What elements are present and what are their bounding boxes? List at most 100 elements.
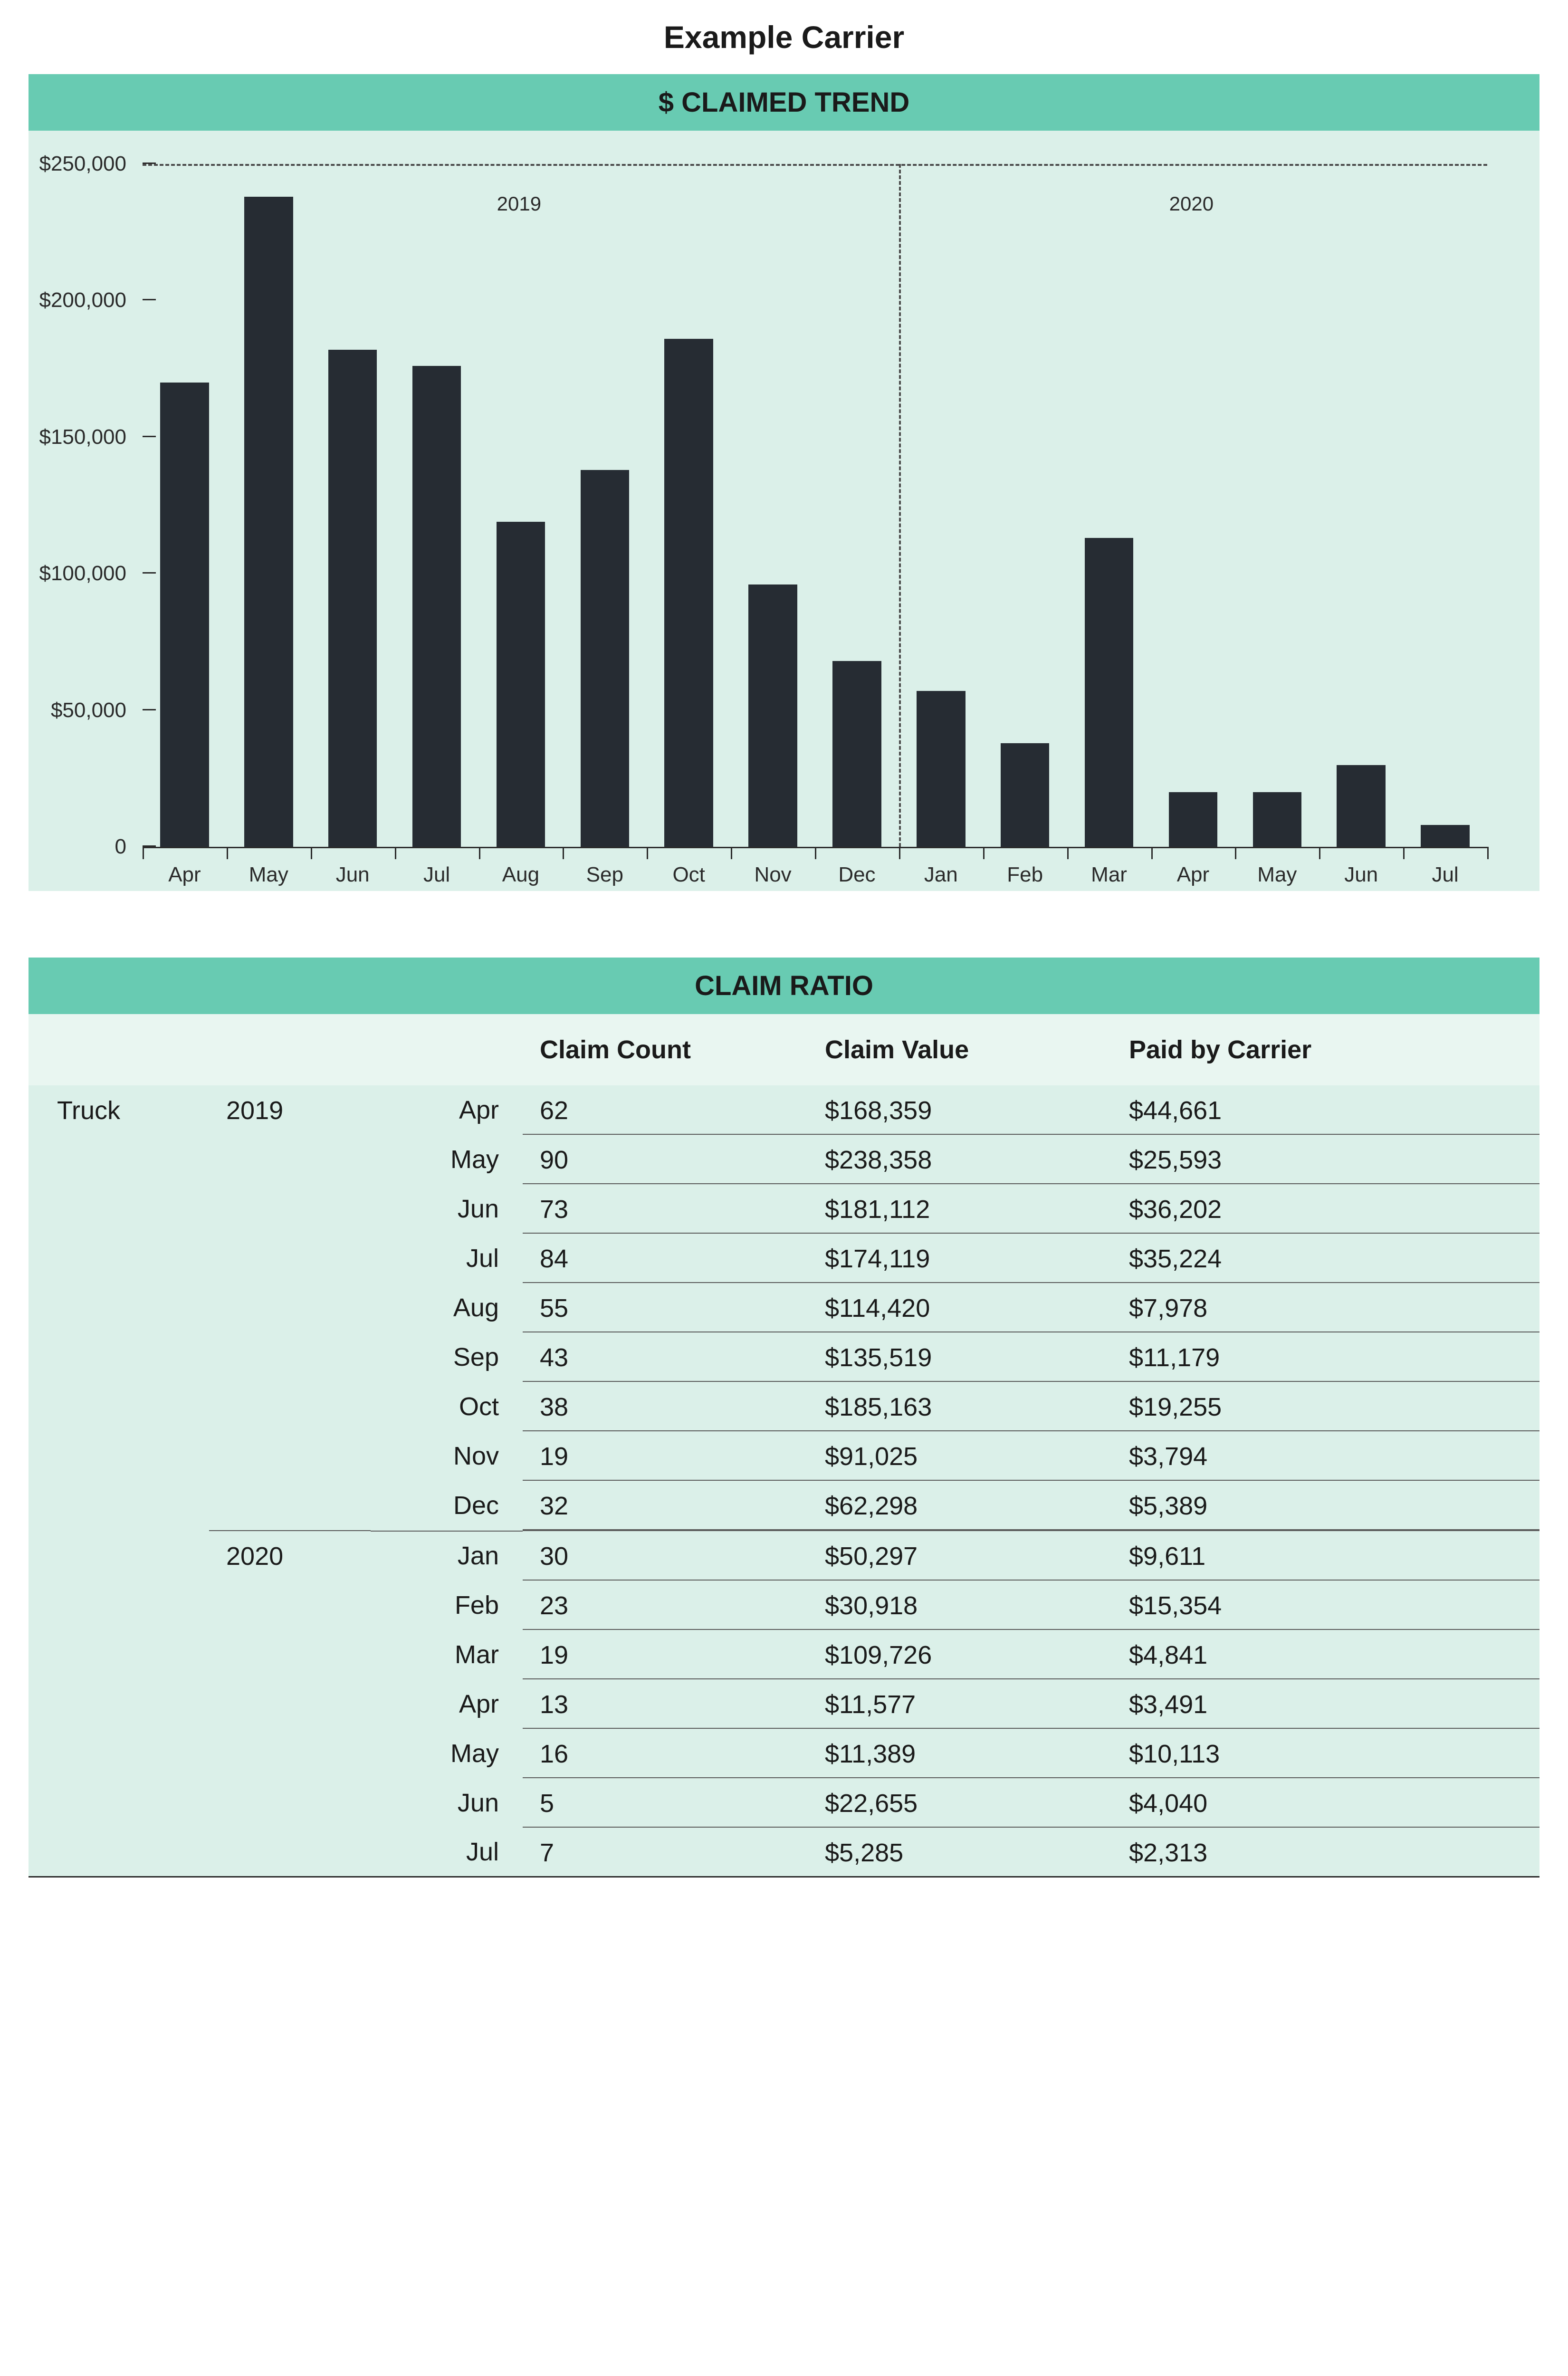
cell-claim-count: 90	[523, 1135, 808, 1184]
chart-bar	[581, 470, 630, 847]
cell-year	[209, 1828, 371, 1878]
x-axis-label: Jun	[1344, 863, 1378, 887]
chart-bar	[244, 197, 293, 847]
x-tick	[1403, 847, 1405, 859]
cell-claim-count: 32	[523, 1481, 808, 1530]
y-axis-label: $150,000	[39, 425, 126, 449]
cell-paid-by-carrier: $11,179	[1112, 1332, 1539, 1382]
x-axis-label: Jan	[924, 863, 958, 887]
cell-category	[29, 1645, 209, 1665]
cell-month: Oct	[371, 1382, 523, 1431]
chart-plot: 0$50,000$100,000$150,000$200,000$250,000…	[143, 164, 1487, 848]
table-row: Truck2019Apr62$168,359$44,661	[29, 1085, 1539, 1135]
x-axis-label: May	[1257, 863, 1297, 887]
x-axis-label: Apr	[168, 863, 201, 887]
x-tick	[395, 847, 396, 859]
cell-year	[209, 1793, 371, 1813]
cell-month: Jul	[371, 1234, 523, 1283]
x-tick	[227, 847, 228, 859]
cell-year	[209, 1347, 371, 1367]
cell-claim-count: 13	[523, 1679, 808, 1729]
table-row: Apr13$11,577$3,491	[29, 1679, 1539, 1729]
cell-year: 2020	[209, 1530, 371, 1581]
cell-category	[29, 1793, 209, 1813]
chart-top-dash	[143, 164, 1487, 166]
cell-category	[29, 1595, 209, 1615]
cell-paid-by-carrier: $3,491	[1112, 1679, 1539, 1729]
table-row: Nov19$91,025$3,794	[29, 1431, 1539, 1481]
cell-claim-value: $109,726	[808, 1630, 1112, 1679]
th-empty	[371, 1029, 523, 1071]
cell-year	[209, 1645, 371, 1665]
table-row: 2020Jan30$50,297$9,611	[29, 1530, 1539, 1581]
table-head-row: Claim Count Claim Value Paid by Carrier	[29, 1014, 1539, 1085]
table-row: Jul7$5,285$2,313	[29, 1828, 1539, 1878]
x-axis-label: Jul	[1432, 863, 1458, 887]
cell-paid-by-carrier: $7,978	[1112, 1283, 1539, 1332]
y-axis-label: 0	[115, 835, 126, 859]
cell-claim-value: $174,119	[808, 1234, 1112, 1283]
y-axis-label: $250,000	[39, 152, 126, 176]
y-axis-label: $50,000	[51, 699, 126, 722]
x-tick	[479, 847, 480, 859]
cell-paid-by-carrier: $4,841	[1112, 1630, 1539, 1679]
x-tick	[1319, 847, 1320, 859]
cell-year	[209, 1199, 371, 1219]
cell-claim-count: 38	[523, 1382, 808, 1431]
chart-year-split	[899, 164, 901, 847]
cell-claim-value: $50,297	[808, 1530, 1112, 1581]
cell-claim-value: $11,389	[808, 1729, 1112, 1778]
cell-claim-count: 73	[523, 1184, 808, 1234]
cell-claim-count: 43	[523, 1332, 808, 1382]
th-empty	[209, 1029, 371, 1071]
x-axis-label: Jun	[336, 863, 370, 887]
chart-bar	[832, 661, 881, 847]
cell-paid-by-carrier: $19,255	[1112, 1382, 1539, 1431]
chart-bar	[917, 691, 966, 847]
cell-claim-value: $185,163	[808, 1382, 1112, 1431]
cell-year	[209, 1150, 371, 1169]
cell-paid-by-carrier: $4,040	[1112, 1778, 1539, 1828]
x-axis-label: Dec	[838, 863, 875, 887]
cell-claim-count: 55	[523, 1283, 808, 1332]
x-tick	[563, 847, 564, 859]
table-row: Mar19$109,726$4,841	[29, 1630, 1539, 1679]
chart-bar	[328, 350, 377, 847]
cell-year	[209, 1595, 371, 1615]
cell-claim-value: $135,519	[808, 1332, 1112, 1382]
cell-year	[209, 1248, 371, 1268]
cell-month: Jul	[371, 1828, 523, 1878]
table-row: May90$238,358$25,593	[29, 1135, 1539, 1184]
cell-claim-count: 30	[523, 1530, 808, 1581]
chart-bar	[748, 584, 797, 847]
x-tick	[731, 847, 732, 859]
table-row: Jun73$181,112$36,202	[29, 1184, 1539, 1234]
chart-bar	[160, 383, 209, 847]
y-tick	[143, 163, 156, 164]
chart-bar	[412, 366, 461, 847]
claim-ratio-panel: CLAIM RATIO Claim Count Claim Value Paid…	[29, 958, 1539, 1878]
x-axis-label: May	[249, 863, 288, 887]
cell-year	[209, 1495, 371, 1515]
cell-month: Apr	[371, 1680, 523, 1728]
cell-month: Aug	[371, 1284, 523, 1332]
x-tick	[1067, 847, 1069, 859]
th-claim-count: Claim Count	[523, 1014, 808, 1085]
x-axis-label: Sep	[586, 863, 623, 887]
y-tick	[143, 299, 156, 300]
x-tick	[647, 847, 648, 859]
cell-paid-by-carrier: $15,354	[1112, 1581, 1539, 1630]
cell-claim-value: $11,577	[808, 1679, 1112, 1729]
cell-month: Dec	[371, 1481, 523, 1530]
cell-year: 2019	[209, 1085, 371, 1135]
table-row: May16$11,389$10,113	[29, 1729, 1539, 1778]
chart-bar	[1253, 792, 1302, 847]
x-axis-label: Jul	[423, 863, 450, 887]
cell-claim-value: $91,025	[808, 1431, 1112, 1481]
cell-claim-value: $30,918	[808, 1581, 1112, 1630]
cell-claim-value: $168,359	[808, 1085, 1112, 1135]
table-row: Aug55$114,420$7,978	[29, 1283, 1539, 1332]
x-tick	[983, 847, 985, 859]
table-body: Truck2019Apr62$168,359$44,661May90$238,3…	[29, 1085, 1539, 1878]
x-axis-label: Aug	[502, 863, 539, 887]
